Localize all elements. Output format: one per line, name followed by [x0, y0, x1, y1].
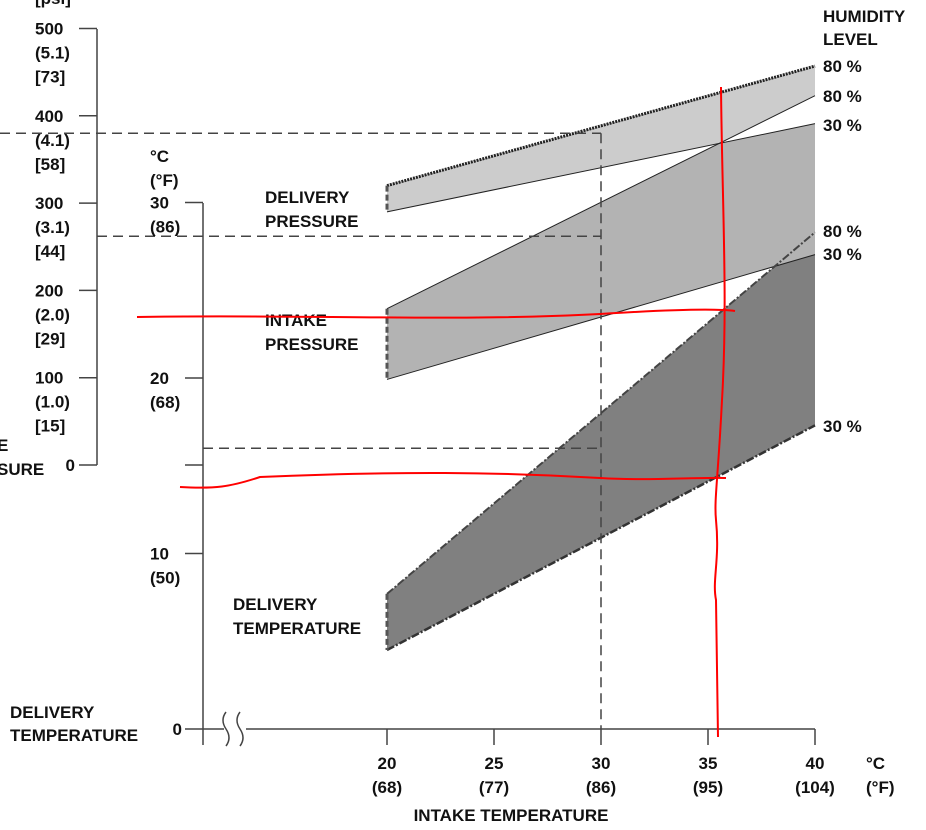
pressure-tick-label: 300	[35, 194, 63, 213]
temperature-tick-label-f: (50)	[150, 569, 180, 588]
x-tick-label: 30	[592, 754, 611, 773]
temperature-tick-label: 20	[150, 369, 169, 388]
temperature-unit-c: °C	[150, 147, 169, 166]
pressure-tick-label-psi: [44]	[35, 242, 65, 261]
humidity-label: 30 %	[823, 245, 862, 264]
legend-title: HUMIDITY	[823, 7, 906, 26]
pressure-tick-label: 200	[35, 281, 63, 300]
pressure-tick-label-psi: [15]	[35, 417, 65, 436]
x-tick-label-f: (68)	[372, 778, 402, 797]
pressure-axis-label: E	[0, 436, 8, 455]
pressure-tick-label: 500	[35, 20, 63, 39]
pressure-tick-label-kgf: (1.0)	[35, 393, 70, 412]
x-tick-label-f: (77)	[479, 778, 509, 797]
pressure-tick-label-kgf: (3.1)	[35, 218, 70, 237]
x-tick-label-f: (104)	[795, 778, 835, 797]
band-label: INTAKE	[265, 311, 327, 330]
x-tick-label-f: (86)	[586, 778, 616, 797]
temperature-tick-label: 10	[150, 545, 169, 564]
humidity-label: 80 %	[823, 57, 862, 76]
temperature-axis-label: DELIVERY	[10, 703, 95, 722]
band-label: PRESSURE	[265, 335, 359, 354]
x-tick-label: 20	[378, 754, 397, 773]
pressure-tick-label: 400	[35, 107, 63, 126]
legend-title: LEVEL	[823, 30, 878, 49]
pressure-unit-label: [psi]	[35, 0, 71, 8]
pressure-axis-label: SURE	[0, 460, 44, 479]
humidity-label: 30 %	[823, 417, 862, 436]
temperature-unit-f: (°F)	[150, 171, 179, 190]
axis-break-icon	[222, 711, 244, 747]
x-axis-label: INTAKE TEMPERATURE	[414, 806, 609, 825]
temperature-tick-label: 0	[173, 720, 182, 739]
humidity-label: 30 %	[823, 116, 862, 135]
x-tick-label: 35	[699, 754, 718, 773]
x-tick-label: 25	[485, 754, 504, 773]
temperature-tick-label-f: (68)	[150, 393, 180, 412]
band-label: PRESSURE	[265, 212, 359, 231]
red-annotation-line	[136, 308, 736, 319]
pressure-tick-label-kgf: (5.1)	[35, 44, 70, 63]
red-annotation-line	[713, 86, 726, 738]
axes	[0, 27, 816, 747]
band-label: DELIVERY	[233, 595, 318, 614]
x-unit-f: (°F)	[866, 778, 895, 797]
pressure-tick-label-psi: [58]	[35, 155, 65, 174]
red-annotation-line	[179, 471, 727, 489]
line-delivery-pressure-80	[386, 64, 816, 188]
temperature-tick-label: 30	[150, 194, 169, 213]
pressure-tick-label: 0	[66, 456, 75, 475]
pressure-tick-label-kgf: (4.1)	[35, 131, 70, 150]
pressure-tick-label-psi: [73]	[35, 68, 65, 87]
pressure-tick-label-kgf: (2.0)	[35, 305, 70, 324]
x-tick-label-f: (95)	[693, 778, 723, 797]
pressure-tick-label-psi: [29]	[35, 329, 65, 348]
humidity-label: 80 %	[823, 87, 862, 106]
temperature-axis-label: TEMPERATURE	[10, 726, 138, 745]
labels: 500(5.1)[73]400(4.1)[58]300(3.1)[44]200(…	[0, 0, 906, 825]
x-unit-c: °C	[866, 754, 885, 773]
hand-annotations	[136, 86, 736, 738]
band-label: TEMPERATURE	[233, 619, 361, 638]
humidity-label: 80 %	[823, 222, 862, 241]
temperature-tick-label-f: (86)	[150, 218, 180, 237]
band-label: DELIVERY	[265, 188, 350, 207]
band-delivery-temperature	[387, 254, 815, 651]
x-tick-label: 40	[806, 754, 825, 773]
pressure-tick-label: 100	[35, 369, 63, 388]
